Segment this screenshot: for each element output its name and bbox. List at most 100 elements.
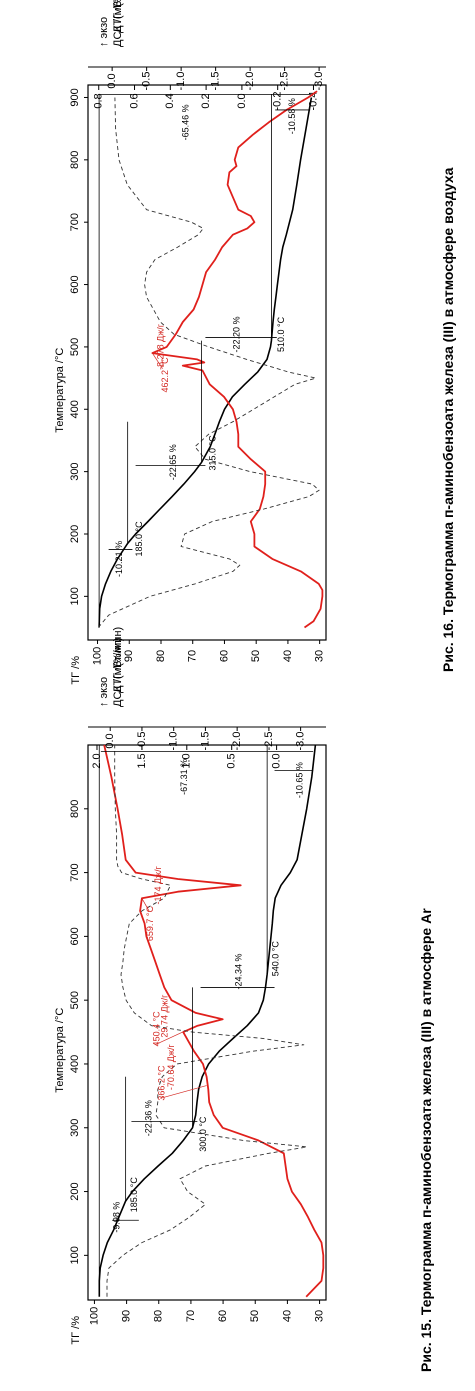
dsc-axis-title: ДСК /(мВт/мг) xyxy=(112,0,124,47)
x-tick-label: 600 xyxy=(69,927,81,945)
dtg-axis-title: ДТГ /(%/мин) xyxy=(112,627,124,693)
tg-tick-label: 60 xyxy=(218,650,230,662)
x-tick-label: 400 xyxy=(69,400,81,418)
dtg-curve xyxy=(97,97,320,628)
dsc-tick-label: 0.0 xyxy=(236,93,248,108)
figure-15-caption: Рис. 15. Термограмма п-аминобензоата жел… xyxy=(418,908,434,1372)
exo-marker: ↑ экзо xyxy=(98,677,110,707)
dsc-tick-label: 1.5 xyxy=(136,753,148,768)
annotation-label-7: -67.31 % xyxy=(179,759,189,795)
dsc-axis-title: ДСК /(мВт/мг) xyxy=(112,638,124,707)
x-tick-label: 300 xyxy=(69,462,81,480)
annotation-label-9: -70.64 Дж/г xyxy=(166,1043,176,1090)
tg-tick-label: 30 xyxy=(313,1310,325,1322)
x-tick-label: 200 xyxy=(69,1182,81,1200)
dsc-curve xyxy=(151,90,324,629)
tg-curve xyxy=(98,97,313,628)
dsc-tick-label: 0.5 xyxy=(226,753,238,768)
annotation-label-12: 659.7 °C xyxy=(145,906,155,942)
dtg-tick-label: -2.5 xyxy=(279,72,291,91)
x-axis-title: Температура /°C xyxy=(54,1008,66,1093)
tg-tick-label: 50 xyxy=(250,650,262,662)
dtg-tick-label: -1.0 xyxy=(175,72,187,91)
tg-tick-label: 100 xyxy=(91,647,103,665)
dtg-tick-label: -3.0 xyxy=(313,72,325,91)
x-tick-label: 500 xyxy=(69,991,81,1009)
tg-tick-label: 40 xyxy=(282,650,294,662)
annotation-label-2: -22.36 % xyxy=(143,1100,153,1136)
tg-tick-label: 90 xyxy=(123,650,135,662)
dsc-tick-label: 0.0 xyxy=(271,753,283,768)
annotation-label-2: -22.65 % xyxy=(168,444,178,480)
dsc-tick-label: 0.8 xyxy=(93,93,105,108)
x-tick-label: 900 xyxy=(69,88,81,106)
x-tick-label: 700 xyxy=(69,213,81,231)
annotation-label-11: 29.74 Дж/г xyxy=(160,994,170,1038)
annotation-label-0: -10.21 % xyxy=(114,541,124,577)
dsc-peak-leader xyxy=(141,898,150,912)
x-tick-label: 400 xyxy=(69,1055,81,1073)
annotation-label-8: 366.2 °C xyxy=(156,1065,166,1101)
dtg-tick-label: 0.0 xyxy=(104,733,116,748)
x-tick-label: 100 xyxy=(69,1246,81,1264)
annotation-label-10: 450.4 °C xyxy=(152,1011,162,1047)
dsc-tick-label: 0.2 xyxy=(200,93,212,108)
dsc-tick-label: 0.6 xyxy=(128,93,140,108)
thermogram-ar-svg: 100 200 300 400 500 600 700 800 Температура /°C 1… xyxy=(54,627,327,1345)
annotation-label-1: 185.0 °C xyxy=(134,521,144,557)
thermogram-air-svg: 100 200 300 400 500 600 700 800 900 Температура /… xyxy=(54,0,327,685)
tg-tick-label: 30 xyxy=(314,650,326,662)
dtg-tick-label: -1.0 xyxy=(168,732,180,751)
annotation-label-4: -22.20 % xyxy=(232,316,242,352)
dsc-tick-label: -0.2 xyxy=(272,92,284,111)
dtg-tick-label: -3.0 xyxy=(295,732,307,751)
plot-frame xyxy=(87,744,327,1301)
tg-tick-label: 40 xyxy=(281,1310,293,1322)
tg-axis-title: ТГ /% xyxy=(70,1316,82,1345)
dsc-tick-label: 1.0 xyxy=(181,753,193,768)
annotation-label-3: 300.0 °C xyxy=(198,1116,208,1152)
tg-tick-label: 80 xyxy=(155,650,167,662)
annotation-label-4: -24.34 % xyxy=(234,953,244,989)
x-tick-label: 700 xyxy=(69,863,81,881)
tg-tick-label: 60 xyxy=(217,1310,229,1322)
tg-tick-label: 80 xyxy=(153,1310,165,1322)
x-tick-label: 100 xyxy=(69,587,81,605)
x-tick-label: 300 xyxy=(69,1119,81,1137)
dtg-tick-label: -2.5 xyxy=(263,732,275,751)
annotation-label-13: -174 Дж/г xyxy=(153,865,163,904)
exo-marker: ↑ экзо xyxy=(98,17,110,47)
x-tick-label: 200 xyxy=(69,525,81,543)
dtg-tick-label: -1.5 xyxy=(210,72,222,91)
tg-tick-label: 50 xyxy=(249,1310,261,1322)
dsc-tick-label: 2.0 xyxy=(91,753,103,768)
annotation-label-1: 185.0 °C xyxy=(129,1177,139,1213)
x-axis-title: Температура /°C xyxy=(54,348,66,433)
figure-16-caption: Рис. 16. Термограмма п-аминобензоата жел… xyxy=(440,167,456,672)
thermogram-chart-air: 100 200 300 400 500 600 700 800 900 Температура /… xyxy=(54,0,388,685)
tg-tick-label: 70 xyxy=(187,650,199,662)
annotation-label-6: -10.65 % xyxy=(295,762,305,798)
x-tick-label: 800 xyxy=(69,800,81,818)
tg-axis-title: ТГ /% xyxy=(70,656,82,685)
annotation-label-8: 462.2 °C xyxy=(160,357,170,393)
dtg-curve xyxy=(106,745,308,1297)
annotation-label-5: 510.0 °C xyxy=(276,316,286,352)
annotation-label-7: -65.46 % xyxy=(181,104,191,140)
dtg-tick-label: 0.0 xyxy=(106,73,118,88)
annotation-label-5: 540.0 °C xyxy=(271,941,281,977)
tg-tick-label: 90 xyxy=(121,1310,133,1322)
tg-curve xyxy=(98,744,317,1297)
annotation-label-6: -10.58 % xyxy=(287,98,297,134)
annotation-label-3: 315.0 °C xyxy=(208,435,218,471)
dtg-tick-label: -2.0 xyxy=(231,732,243,751)
x-tick-label: 600 xyxy=(69,275,81,293)
tg-tick-label: 100 xyxy=(88,1307,100,1325)
thermogram-chart-ar: 100 200 300 400 500 600 700 800 Температура /°C 1… xyxy=(54,627,388,1345)
dtg-tick-label: -1.5 xyxy=(199,732,211,751)
annotation-label-0: -9.98 % xyxy=(111,1202,121,1233)
dsc-curve xyxy=(103,744,325,1298)
dsc-peak-leader xyxy=(152,352,163,369)
dsc-tick-label: 0.4 xyxy=(164,93,176,108)
plot-frame xyxy=(87,84,327,641)
